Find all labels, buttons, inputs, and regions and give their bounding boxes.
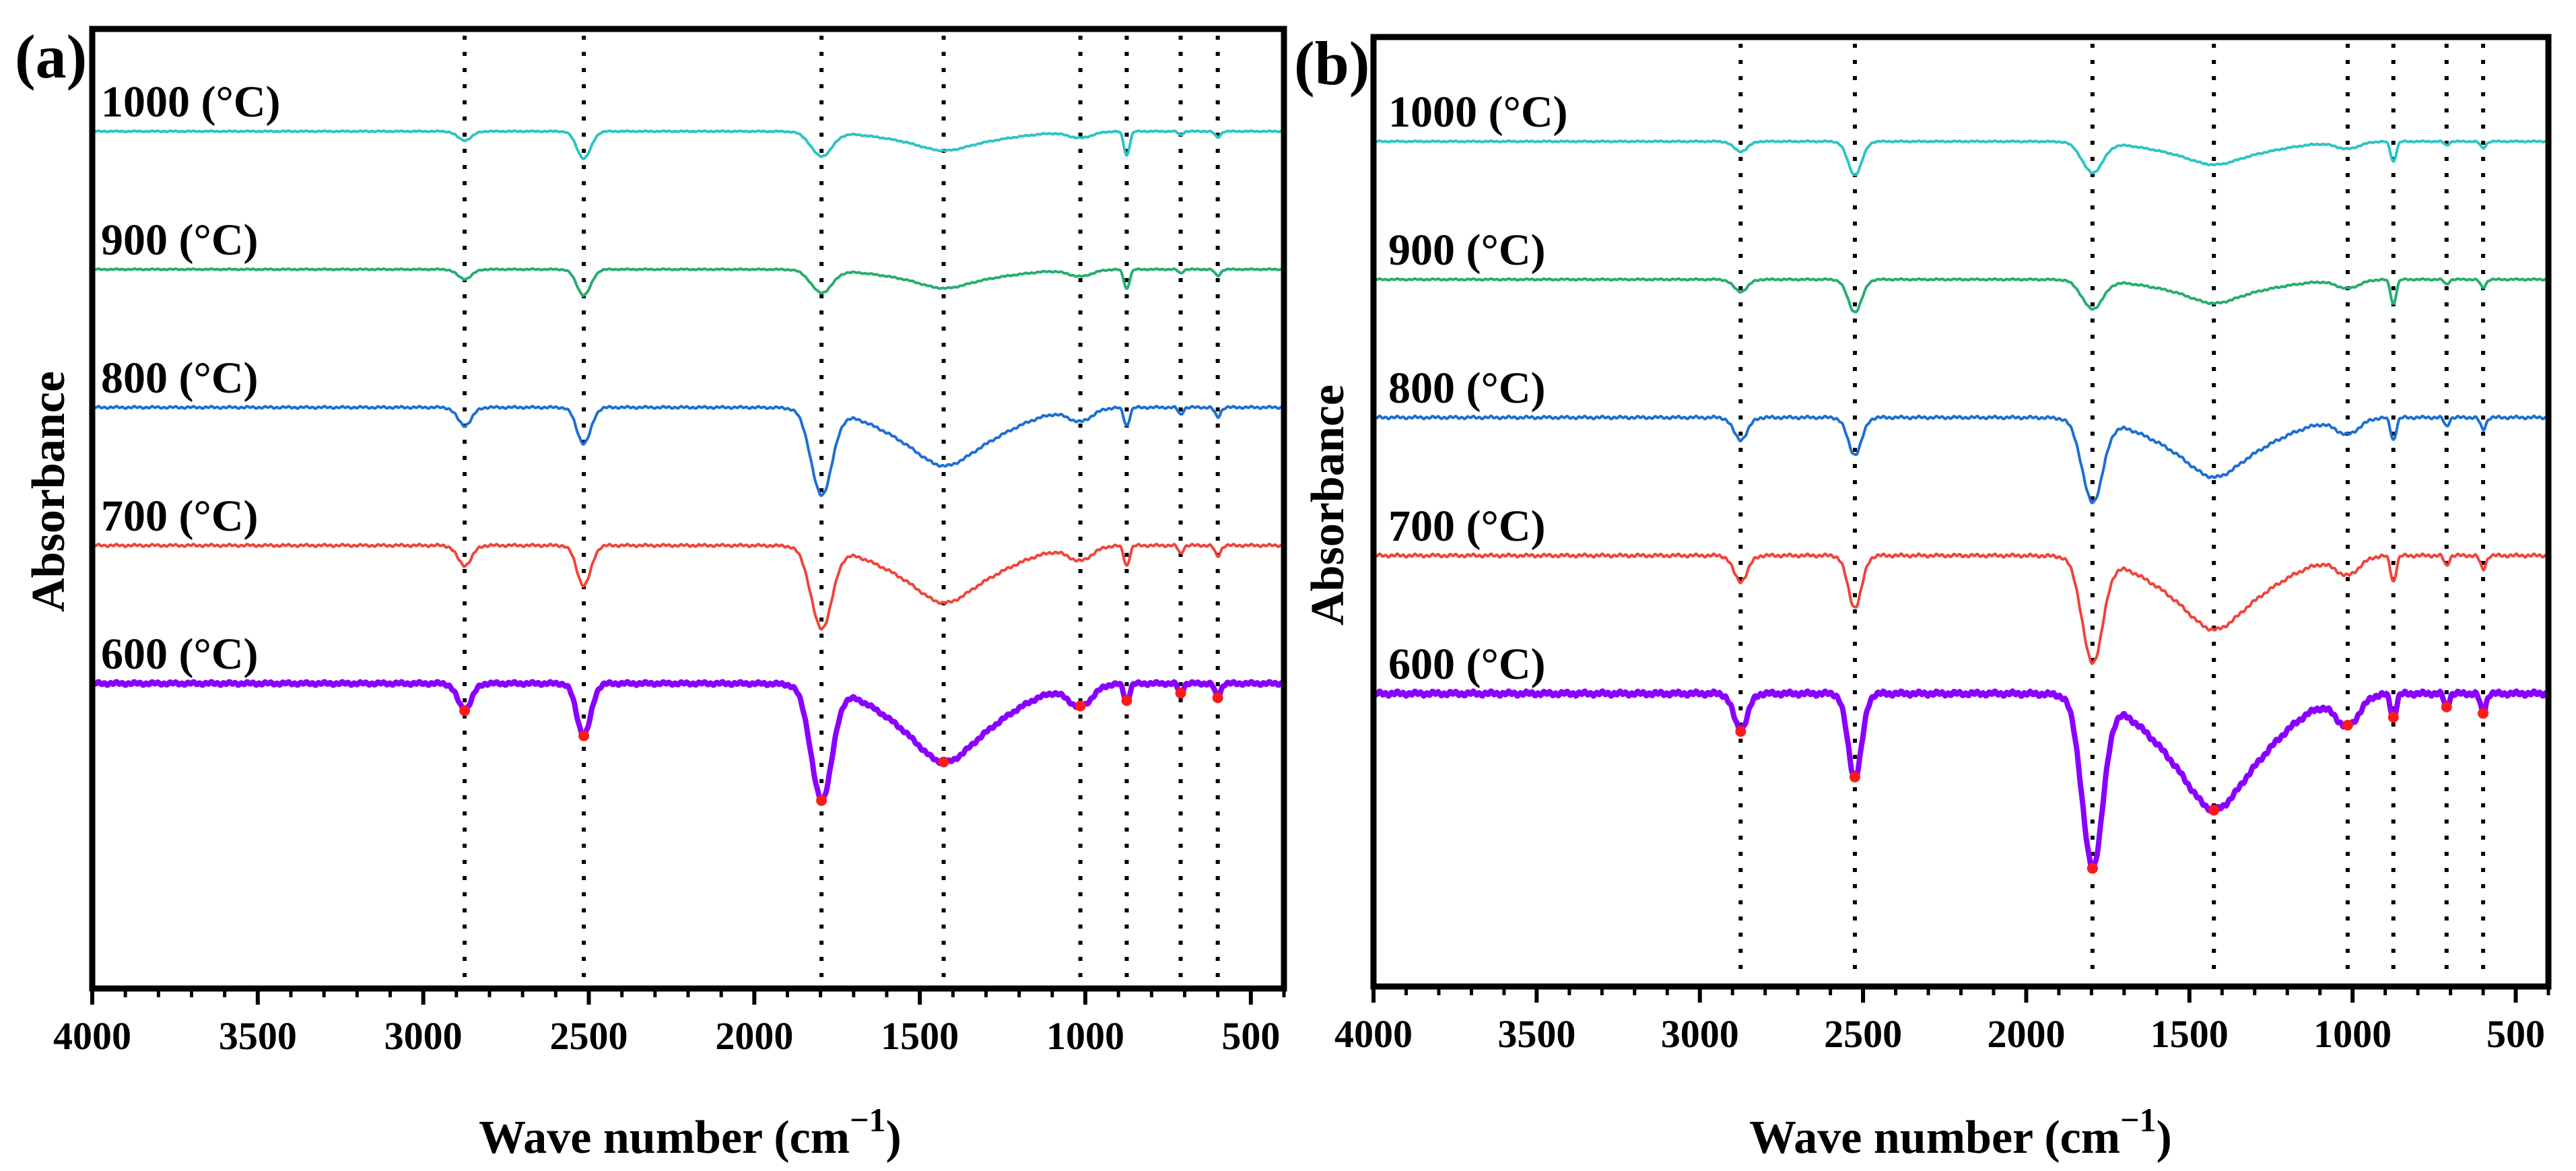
x-tick-label: 1500: [2150, 1012, 2229, 1056]
panel-b-x-axis-title: Wave number (cm−1): [1749, 1101, 2172, 1164]
series-label-800: 800 (°C): [1388, 364, 1546, 413]
peak-marker: [938, 756, 949, 768]
spectrum-line-900: [1373, 277, 2549, 314]
panel-b-traces: [1372, 139, 2550, 873]
panel-a-peak-markers: [459, 688, 1223, 806]
peak-marker: [1849, 771, 1860, 782]
peak-marker: [2441, 701, 2452, 712]
series-label-1000: 1000 (°C): [101, 77, 281, 127]
peak-marker: [816, 795, 827, 806]
series-label-1000: 1000 (°C): [1388, 88, 1568, 137]
panel-b-label: (b): [1294, 29, 1369, 98]
x-tick-label: 4000: [1334, 1012, 1413, 1056]
panel-a-series-labels: 1000 (°C) 900 (°C) 800 (°C) 700 (°C) 600 (°C…: [101, 77, 281, 679]
panel-a-label: (a): [15, 22, 87, 91]
spectrum-line-1000: [1373, 139, 2549, 176]
peak-marker: [1735, 726, 1747, 737]
panel-b-chart: (b) Absorbance 1000 (°C) 900 (°C) 800 (°C)…: [1294, 29, 2552, 1164]
x-tick-label: 2000: [1987, 1012, 2065, 1056]
spectrum-line-600: [1372, 688, 2550, 873]
series-label-600: 600 (°C): [1388, 640, 1546, 689]
x-tick-label: 2500: [550, 1014, 628, 1058]
x-tick-label: 2500: [1824, 1012, 1902, 1056]
x-tick-label: 3500: [1497, 1012, 1575, 1056]
spectrum-line-800: [1373, 414, 2549, 505]
peak-marker: [1175, 688, 1186, 699]
peak-marker: [578, 730, 590, 741]
x-tick-label: 3000: [1661, 1012, 1739, 1056]
spectrum-line-800: [92, 405, 1285, 498]
panel-b-series-labels: 1000 (°C) 900 (°C) 800 (°C) 700 (°C) 600 (°C…: [1388, 88, 1568, 689]
series-label-700: 700 (°C): [101, 492, 259, 541]
x-tick-label: 3500: [219, 1014, 297, 1058]
series-label-900: 900 (°C): [101, 215, 259, 265]
series-label-600: 600 (°C): [101, 630, 259, 679]
x-tick-label: 3000: [384, 1014, 463, 1058]
peak-marker: [1212, 692, 1223, 704]
panel-a-x-axis: 4000 3500 3000 2500 2000 1500 1000 500: [53, 989, 1286, 1058]
x-tick-label: 500: [2486, 1012, 2545, 1056]
x-tick-label: 1000: [2313, 1012, 2392, 1056]
spectrum-line-600: [91, 679, 1285, 804]
spectrum-line-900: [92, 267, 1285, 297]
panel-b-y-axis-title: Absorbance: [1302, 384, 1354, 626]
x-tick-label: 2000: [715, 1014, 793, 1058]
panel-b-peak-markers: [1735, 701, 2489, 874]
series-label-900: 900 (°C): [1388, 226, 1546, 275]
peak-marker: [2478, 708, 2489, 719]
spectrum-line-700: [1373, 552, 2549, 665]
x-tick-label: 1500: [881, 1014, 959, 1058]
series-label-700: 700 (°C): [1388, 502, 1546, 551]
panel-a-x-axis-title: Wave number (cm−1): [479, 1101, 902, 1164]
spectrum-line-1000: [92, 129, 1285, 160]
panel-b-peak-guides: [1738, 44, 2486, 981]
panel-a-chart: (a) Absorbance 1000 (°C) 900 (°C) 800 (°C)…: [15, 22, 1287, 1164]
panel-a-y-axis-title: Absorbance: [23, 371, 75, 612]
x-tick-label: 1000: [1046, 1014, 1124, 1058]
spectrum-line-700: [92, 542, 1285, 631]
panel-a-traces: [91, 129, 1285, 804]
x-tick-label: 500: [1221, 1014, 1280, 1058]
peak-marker: [2087, 863, 2098, 874]
peak-marker: [1075, 700, 1086, 712]
peak-marker: [2208, 805, 2220, 816]
peak-marker: [459, 705, 471, 716]
peak-marker: [1121, 695, 1132, 706]
peak-marker: [2342, 719, 2353, 731]
panel-b-x-axis: 4000 3500 3000 2500 2000 1500 1000 500: [1334, 986, 2550, 1056]
peak-marker: [2387, 712, 2399, 723]
x-tick-label: 4000: [53, 1014, 131, 1058]
series-label-800: 800 (°C): [101, 354, 259, 403]
